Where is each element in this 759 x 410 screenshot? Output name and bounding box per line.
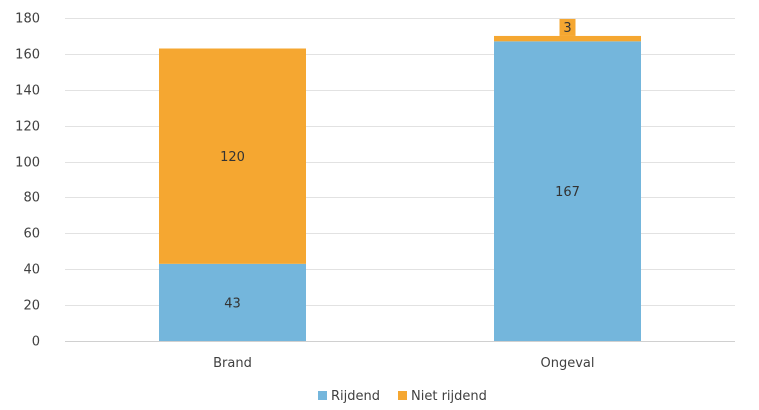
- x-tick-label: Ongeval: [541, 356, 595, 371]
- legend-swatch: [318, 391, 327, 400]
- bars: [159, 35, 641, 341]
- data-label: 167: [555, 185, 580, 200]
- x-tick-label: Brand: [213, 356, 252, 371]
- data-label: 120: [220, 150, 245, 165]
- y-tick-label: 160: [15, 48, 40, 63]
- legend-label: Niet rijdend: [411, 389, 487, 404]
- y-tick-label: 80: [23, 191, 40, 206]
- x-axis-ticks: Brand Ongeval: [213, 356, 594, 371]
- data-labels: 43 120 167 3: [220, 18, 580, 311]
- y-tick-label: 120: [15, 120, 40, 135]
- y-tick-label: 0: [32, 335, 40, 350]
- y-tick-label: 140: [15, 84, 40, 99]
- data-label: 43: [224, 296, 241, 311]
- bar-brand-rijdend: [159, 263, 306, 341]
- bar-ongeval-niet-rijdend: [494, 35, 641, 42]
- y-tick-label: 40: [23, 263, 40, 278]
- legend: Rijdend Niet rijdend: [318, 389, 487, 404]
- data-label-background: [559, 18, 576, 36]
- legend-label: Rijdend: [331, 389, 380, 404]
- bar-brand-niet-rijdend: [159, 48, 306, 264]
- bar-ongeval-rijdend: [494, 41, 641, 341]
- y-tick-label: 180: [15, 12, 40, 27]
- y-tick-label: 20: [23, 299, 40, 314]
- y-tick-label: 60: [23, 227, 40, 242]
- legend-swatch: [398, 391, 407, 400]
- y-tick-label: 100: [15, 156, 40, 171]
- y-axis-ticks: 0 20 40 60 80 100 120 140 160 180: [15, 12, 40, 350]
- data-label: 3: [563, 21, 571, 36]
